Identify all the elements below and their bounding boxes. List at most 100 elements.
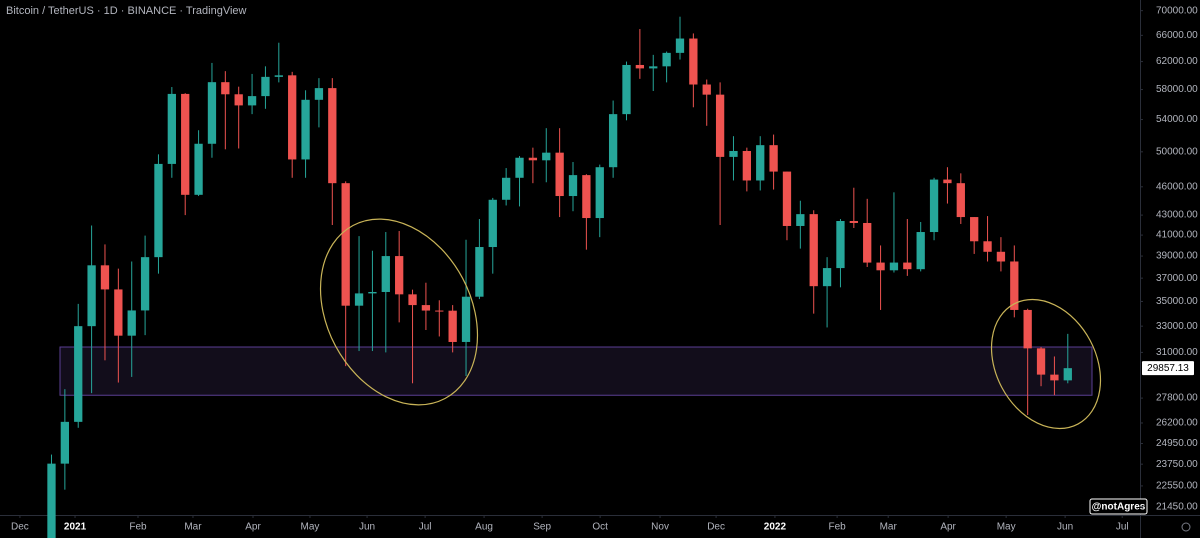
x-tick-label: Apr [245,522,261,533]
candle-body [247,96,257,106]
candle-body [1023,309,1032,349]
candle-body [47,463,56,538]
candle-body [1063,368,1072,381]
candle-body [381,256,390,292]
candle-body [502,177,511,200]
y-tick-label: 37000.00 [1156,273,1198,284]
y-tick-label: 66000.00 [1156,30,1198,41]
last-price-box [1142,361,1194,376]
candle-body [715,94,725,157]
candle-body [167,93,176,164]
x-tick-label: Dec [707,522,725,533]
x-tick-label: Apr [940,522,956,533]
watermark: @notAgres [1092,502,1146,513]
candle-body [983,241,992,252]
y-tick-label: 58000.00 [1156,84,1198,95]
x-tick-label: Jun [1057,522,1073,533]
candle-body [528,157,538,161]
y-tick-label: 43000.00 [1156,210,1198,221]
support-zone [59,346,1093,396]
settings-icon[interactable] [1181,522,1191,532]
x-tick-label: Feb [129,522,147,533]
last-price-label: 29857.13 [1147,363,1189,374]
x-tick-label: Oct [592,522,608,533]
candle-body [943,179,952,184]
candle-body [796,214,805,226]
candle-body [809,214,818,287]
candle-body [822,268,832,287]
x-tick-label: 2021 [64,522,87,533]
candle-body [622,64,631,115]
x-tick-label: Jul [1116,522,1129,533]
candle-body [368,291,377,294]
x-tick-label: Sep [533,522,551,533]
candle-body [702,84,711,95]
y-tick-label: 22550.00 [1156,481,1198,492]
candle-body [234,94,243,106]
candle-body [903,262,912,270]
candle-body [1010,261,1019,310]
x-tick-label: May [997,522,1016,533]
y-tick-label: 21450.00 [1156,502,1198,513]
candle-body [74,326,83,422]
candle-body [395,256,404,295]
x-tick-label: Jul [419,522,432,533]
candle-body [782,171,792,226]
candle-body [689,38,698,85]
candle-body [742,150,751,181]
y-tick-label: 23750.00 [1156,459,1198,470]
candle-body [100,265,110,290]
candle-body [354,293,364,306]
candle-body [1050,374,1059,381]
candle-body [729,150,738,157]
y-tick-label: 33000.00 [1156,321,1198,332]
candle-body [140,257,150,311]
x-tick-label: 2022 [764,522,787,533]
candle-body [421,305,431,311]
candle-body [127,310,136,336]
candle-body [221,82,230,95]
y-tick-label: 54000.00 [1156,114,1198,125]
candle-body [635,64,645,69]
candle-body [1036,348,1046,375]
candle-body [769,145,778,172]
candle-body [114,289,123,336]
candle-body [448,310,457,342]
y-tick-label: 39000.00 [1156,251,1198,262]
candle-body [542,152,551,161]
candle-body [435,310,444,312]
candle-body [181,93,190,195]
x-tick-label: Nov [651,522,669,533]
candle-body [461,296,471,342]
candle-body [60,421,70,464]
chart-title: Bitcoin / TetherUS · 1D · BINANCE · Trad… [6,5,247,17]
candle-body [595,167,604,219]
candle-body [756,145,765,181]
candle-body [328,88,337,184]
candle-body [929,179,939,233]
candle-body [889,262,899,271]
y-tick-label: 24950.00 [1156,438,1198,449]
y-tick-label: 35000.00 [1156,296,1198,307]
candle-body [836,221,845,269]
y-tick-label: 46000.00 [1156,181,1198,192]
candle-body [876,262,885,271]
candle-body [582,175,591,219]
x-tick-label: Dec [11,522,29,533]
candle-body [970,217,979,242]
x-tick-label: Jun [359,522,375,533]
candle-body [274,75,283,77]
candle-body [555,152,564,197]
candle-body [916,232,925,270]
candle-body [154,163,163,258]
candle-body [475,247,484,297]
highlight-ellipse [990,298,1102,430]
candle-body [87,265,96,327]
y-tick-label: 50000.00 [1156,146,1198,157]
candle-body [649,66,658,69]
candle-body [488,199,497,248]
y-tick-label: 62000.00 [1156,56,1198,67]
y-tick-label: 26200.00 [1156,418,1198,429]
candle-body [568,175,578,197]
